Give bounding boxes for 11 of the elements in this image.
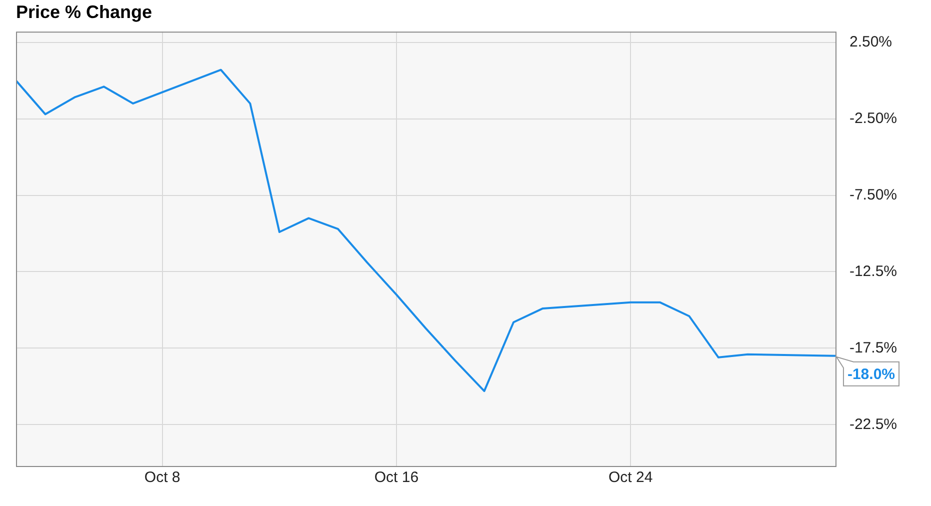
y-tick-label: -12.5% [849, 262, 898, 280]
chart-title: Price % Change [16, 2, 152, 22]
x-tick-label: Oct 16 [374, 469, 419, 486]
x-tick-label: Oct 8 [144, 469, 180, 486]
y-tick-label: -7.50% [849, 186, 898, 204]
y-tick-label: -2.50% [849, 110, 898, 127]
y-tick-label: -22.5% [849, 416, 898, 433]
x-tick-label: Oct 24 [608, 469, 653, 486]
y-tick-label: 2.50% [849, 33, 892, 50]
annotation: -18.0% [847, 366, 896, 384]
y-tick-label: -17.5% [849, 339, 898, 356]
